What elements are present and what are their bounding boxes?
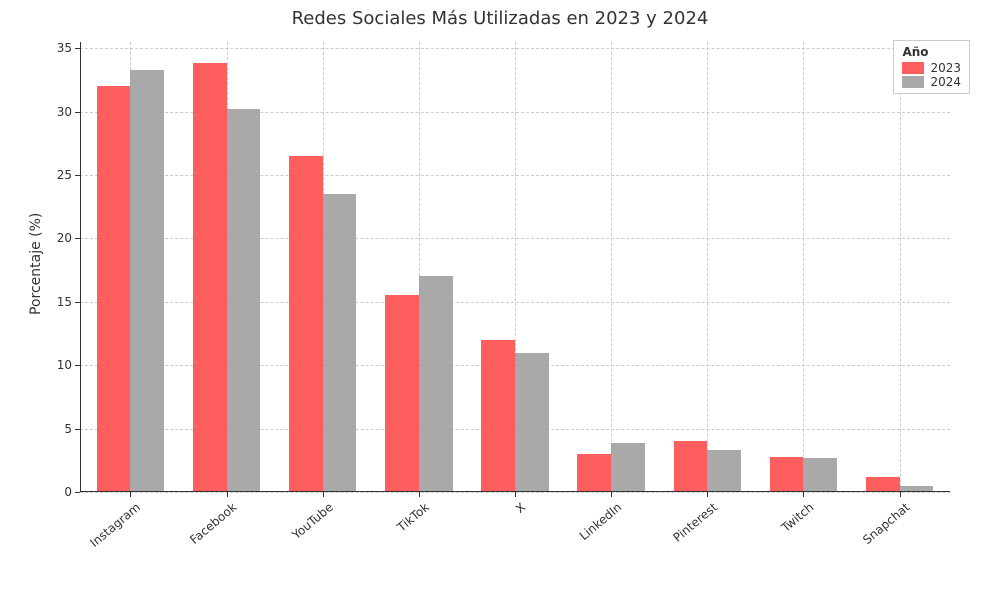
xtick-mark: [323, 492, 324, 497]
xtick-mark: [419, 492, 420, 497]
bar: [674, 441, 708, 492]
ytick-label: 25: [42, 168, 72, 182]
xtick-label: X: [513, 500, 528, 516]
ytick-mark: [75, 175, 80, 176]
ytick-mark: [75, 492, 80, 493]
bar: [803, 458, 837, 492]
xtick-mark: [515, 492, 516, 497]
xtick-label: Instagram: [88, 500, 144, 550]
legend: Año 20232024: [893, 40, 970, 94]
bar: [577, 454, 611, 492]
legend-swatch: [902, 76, 924, 88]
legend-item: 2023: [902, 61, 961, 75]
chart-title: Redes Sociales Más Utilizadas en 2023 y …: [0, 8, 1000, 29]
bar: [419, 276, 453, 492]
xtick-label: TikTok: [395, 500, 432, 534]
bar: [385, 295, 419, 492]
xtick-mark: [130, 492, 131, 497]
bar: [611, 443, 645, 492]
xtick-mark: [803, 492, 804, 497]
xtick-label: Pinterest: [671, 500, 721, 545]
bar: [770, 457, 804, 493]
ytick-mark: [75, 48, 80, 49]
grid-line-v: [707, 42, 708, 492]
ytick-label: 30: [42, 105, 72, 119]
xtick-mark: [611, 492, 612, 497]
xtick-mark: [227, 492, 228, 497]
bar-chart: Redes Sociales Más Utilizadas en 2023 y …: [0, 0, 1000, 600]
grid-line-v: [803, 42, 804, 492]
plot-area: [80, 42, 950, 492]
xtick-label: LinkedIn: [577, 500, 625, 543]
bar: [130, 70, 164, 492]
grid-line-v: [611, 42, 612, 492]
bar: [481, 340, 515, 492]
bar: [97, 86, 131, 492]
bar: [289, 156, 323, 492]
ytick-label: 0: [42, 485, 72, 499]
xtick-mark: [900, 492, 901, 497]
legend-title: Año: [902, 45, 961, 59]
bar: [707, 450, 741, 492]
bar: [866, 477, 900, 492]
xtick-label: YouTube: [289, 500, 335, 542]
xtick-label: Facebook: [187, 500, 239, 547]
grid-line-v: [900, 42, 901, 492]
xtick-mark: [707, 492, 708, 497]
ytick-label: 10: [42, 358, 72, 372]
xtick-label: Twitch: [779, 500, 817, 535]
ytick-mark: [75, 365, 80, 366]
xtick-label: Snapchat: [860, 500, 912, 547]
ytick-mark: [75, 238, 80, 239]
legend-label: 2024: [930, 75, 961, 89]
ytick-label: 35: [42, 41, 72, 55]
bar: [227, 109, 261, 492]
ytick-label: 5: [42, 422, 72, 436]
legend-label: 2023: [930, 61, 961, 75]
ytick-label: 15: [42, 295, 72, 309]
legend-swatch: [902, 62, 924, 74]
ytick-mark: [75, 112, 80, 113]
ytick-mark: [75, 302, 80, 303]
axis-spine-left: [80, 42, 81, 492]
bar: [515, 353, 549, 492]
bar: [193, 63, 227, 492]
ytick-label: 20: [42, 231, 72, 245]
ytick-mark: [75, 429, 80, 430]
bar: [323, 194, 357, 492]
legend-item: 2024: [902, 75, 961, 89]
